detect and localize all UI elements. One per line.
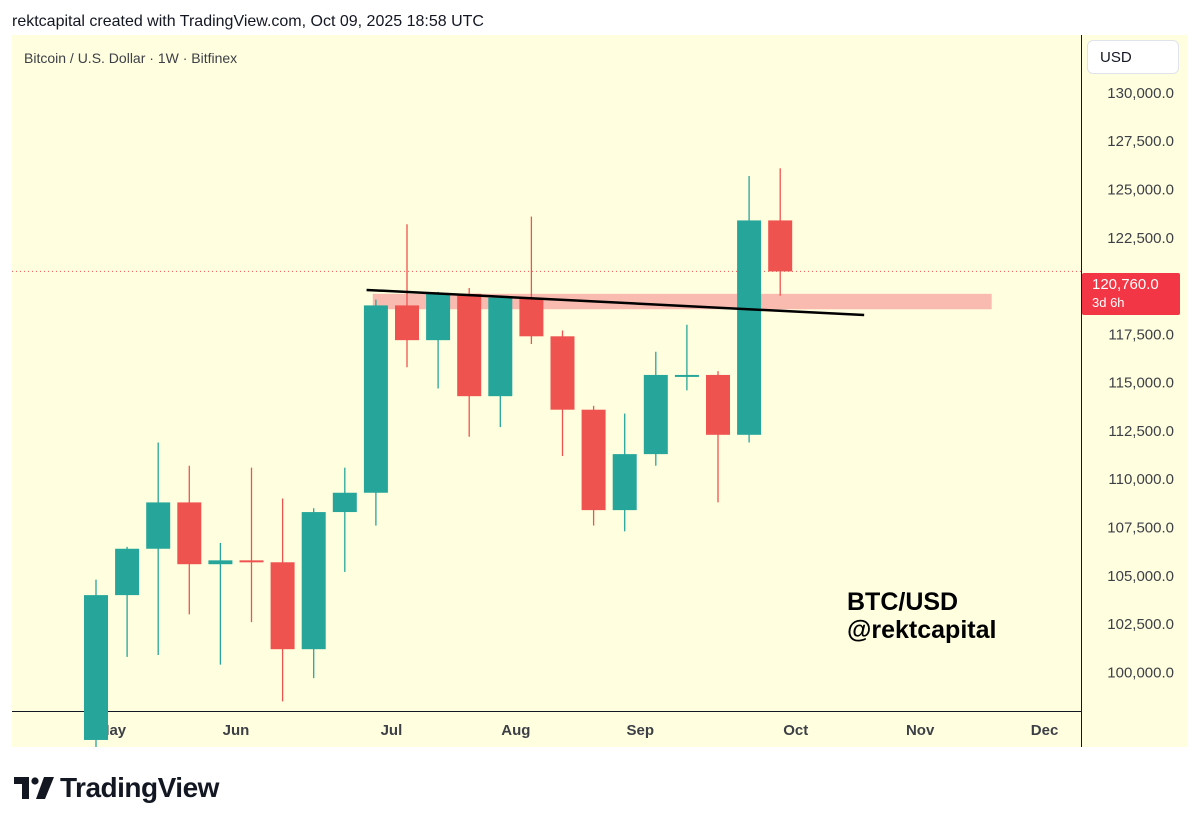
candle-body: [177, 502, 202, 565]
watermark-symbol: BTC/USD: [847, 588, 959, 616]
candle-body: [146, 502, 171, 549]
watermark-author: @rektcapital: [847, 616, 997, 644]
candle[interactable]: [146, 442, 171, 655]
candle[interactable]: [457, 288, 482, 437]
price-tick-label: 117,500.0: [1108, 326, 1174, 343]
candle[interactable]: [768, 168, 793, 296]
candle-body: [395, 305, 419, 341]
price-tick-label: 107,500.0: [1107, 520, 1174, 537]
candle[interactable]: [643, 351, 668, 466]
chart-panel[interactable]: 100,000.0 102,500.0 105,000.0 107,500.0 110,…: [12, 35, 1188, 747]
last-price-label: 120,760.0: [1092, 276, 1159, 293]
candle-body: [270, 562, 295, 650]
trendline[interactable]: [366, 288, 865, 317]
price-tick-label: 105,000.0: [1107, 568, 1174, 585]
candle[interactable]: [115, 546, 140, 657]
candle[interactable]: [84, 579, 108, 747]
candle[interactable]: [208, 542, 233, 665]
candle-body: [363, 305, 388, 493]
candle-body: [301, 512, 326, 650]
symbol-title: Bitcoin / U.S. Dollar · 1W · Bitfinex: [24, 50, 238, 66]
time-tick-label: Dec: [1031, 722, 1059, 739]
candle[interactable]: [177, 465, 202, 615]
candle[interactable]: [239, 467, 264, 623]
price-tick-label: 102,500.0: [1107, 616, 1174, 633]
candle[interactable]: [363, 299, 388, 526]
price-tick-label: 112,500.0: [1108, 423, 1174, 440]
price-tick-label: 130,000.0: [1107, 85, 1174, 102]
candle-body: [643, 374, 668, 455]
footer-brand: TradingView: [60, 772, 219, 803]
candle[interactable]: [706, 371, 730, 503]
candle[interactable]: [332, 467, 357, 572]
candle[interactable]: [612, 413, 637, 532]
time-tick-label: Aug: [501, 722, 530, 739]
candle[interactable]: [581, 405, 606, 526]
candle-body: [488, 297, 513, 397]
candle[interactable]: [395, 224, 419, 368]
candlestick-chart[interactable]: 100,000.0 102,500.0 105,000.0 107,500.0 110,…: [12, 35, 1188, 747]
price-tick-label: 110,000.0: [1108, 471, 1174, 488]
candle[interactable]: [301, 508, 326, 679]
last-price-badge: 120,760.0 3d 6h: [1082, 273, 1180, 315]
price-axis[interactable]: [1082, 35, 1188, 711]
candle[interactable]: [488, 295, 513, 428]
price-tick-label: 115,000.0: [1108, 375, 1174, 392]
candle-body: [737, 220, 762, 435]
bar-countdown: 3d 6h: [1092, 295, 1125, 310]
tradingview-logo[interactable]: TradingView: [14, 770, 219, 806]
candle-body: [239, 560, 264, 563]
tradingview-logo-icon: [14, 777, 54, 799]
candle[interactable]: [270, 498, 295, 702]
candle-body: [706, 374, 730, 435]
candle-body: [84, 595, 108, 740]
candle-body: [581, 409, 606, 511]
price-tick-label: 127,500.0: [1107, 133, 1174, 150]
candle[interactable]: [737, 175, 762, 443]
price-tick-label: 122,500.0: [1107, 230, 1174, 247]
candle-body: [115, 548, 140, 596]
candle-body: [768, 220, 793, 272]
time-tick-label: Oct: [783, 722, 808, 739]
chart-watermark: BTC/USD @rektcapital: [847, 588, 996, 644]
price-tick-label: 125,000.0: [1107, 182, 1174, 199]
plot-background: [12, 35, 1082, 711]
time-tick-label: Sep: [626, 722, 654, 739]
candle-body: [550, 336, 575, 410]
time-tick-label: Jul: [381, 722, 403, 739]
price-tick-label: 100,000.0: [1107, 664, 1174, 681]
candle[interactable]: [674, 324, 699, 391]
candle-body: [332, 492, 357, 513]
candle[interactable]: [426, 291, 451, 389]
candle-body: [612, 454, 637, 511]
candle-body: [519, 297, 544, 337]
time-tick-label: Nov: [906, 722, 935, 739]
candle-body: [426, 293, 451, 341]
candle-body: [457, 293, 482, 397]
time-axis[interactable]: [12, 711, 1188, 747]
chart-caption: rektcapital created with TradingView.com…: [12, 13, 484, 30]
time-tick-label: Jun: [223, 722, 250, 739]
candle[interactable]: [550, 330, 575, 457]
currency-button[interactable]: USD: [1087, 40, 1179, 74]
candle-body: [674, 374, 699, 377]
candle-body: [208, 560, 233, 565]
candle[interactable]: [519, 216, 544, 345]
